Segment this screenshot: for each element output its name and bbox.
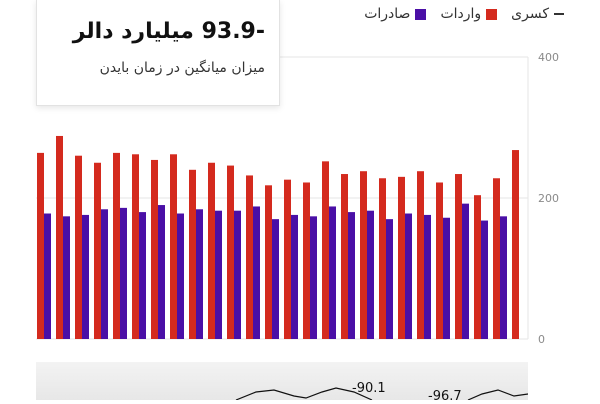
y-tick-label: 200 <box>538 192 559 205</box>
import-bar <box>208 162 215 339</box>
import-bar <box>398 176 405 339</box>
legend-exports: صادرات <box>364 6 427 22</box>
import-bar <box>170 154 177 339</box>
import-bar <box>284 179 291 339</box>
import-bar <box>37 152 44 339</box>
imports-swatch <box>486 8 498 20</box>
export-bar <box>158 205 165 339</box>
import-bar <box>455 174 462 339</box>
import-bar <box>474 195 481 339</box>
export-bar <box>405 213 412 339</box>
legend-exports-label: صادرات <box>364 6 411 22</box>
import-bar <box>436 182 443 339</box>
legend-imports: واردات <box>440 6 498 22</box>
import-bar <box>322 161 329 339</box>
export-bar <box>82 214 89 339</box>
y-tick-label: 0 <box>538 333 545 346</box>
export-bar <box>177 213 184 339</box>
annotation-90-1: -90.1 <box>352 381 386 396</box>
deficit-panel <box>36 362 529 401</box>
export-bar <box>443 217 450 339</box>
export-bar <box>481 220 488 339</box>
deficit-dash <box>554 13 564 15</box>
legend: صادرات واردات کسری <box>364 6 564 22</box>
legend-imports-label: واردات <box>440 6 482 22</box>
export-bar <box>310 216 317 339</box>
import-bar <box>75 155 82 339</box>
average-callout: -93.9 میلیارد دالر میزان میانگین در زمان… <box>36 0 280 106</box>
export-bar <box>44 213 51 339</box>
y-tick-label: 400 <box>538 51 559 64</box>
export-bar <box>234 210 241 339</box>
export-bar <box>101 209 108 339</box>
callout-value: -93.9 میلیارد دالر <box>72 19 265 44</box>
export-bar <box>329 206 336 339</box>
import-bar <box>493 178 500 339</box>
callout-subtitle: میزان میانگین در زمان بایدن <box>99 60 265 76</box>
import-bar <box>132 154 139 339</box>
import-bar <box>94 162 101 339</box>
export-bar <box>462 203 469 339</box>
import-bar <box>379 178 386 339</box>
export-bar <box>139 212 146 339</box>
import-bar <box>56 135 63 339</box>
export-bar <box>348 212 355 339</box>
import-bar <box>265 185 272 339</box>
legend-deficit: کسری <box>511 6 564 22</box>
export-bar <box>291 214 298 339</box>
import-bar <box>189 169 196 339</box>
legend-deficit-label: کسری <box>511 6 549 22</box>
export-bar <box>367 210 374 339</box>
import-bar <box>341 174 348 339</box>
import-bar <box>151 159 158 339</box>
import-bar <box>246 175 253 339</box>
export-bar <box>386 219 393 339</box>
bars <box>37 135 519 339</box>
import-bar <box>303 182 310 339</box>
export-bar <box>196 209 203 339</box>
export-bar <box>120 207 127 339</box>
deficit-line <box>235 387 529 401</box>
exports-swatch <box>415 8 427 20</box>
import-bar <box>512 150 519 339</box>
export-bar <box>215 210 222 339</box>
export-bar <box>272 219 279 339</box>
import-bar <box>417 171 424 339</box>
import-bar <box>113 152 120 339</box>
export-bar <box>500 216 507 339</box>
export-bar <box>424 214 431 339</box>
export-bar <box>63 216 70 339</box>
annotation-96-7: -96.7 <box>428 389 462 404</box>
y-axis: 0 200 400 <box>538 51 559 346</box>
import-bar <box>360 171 367 339</box>
import-bar <box>227 165 234 339</box>
export-bar <box>253 206 260 339</box>
